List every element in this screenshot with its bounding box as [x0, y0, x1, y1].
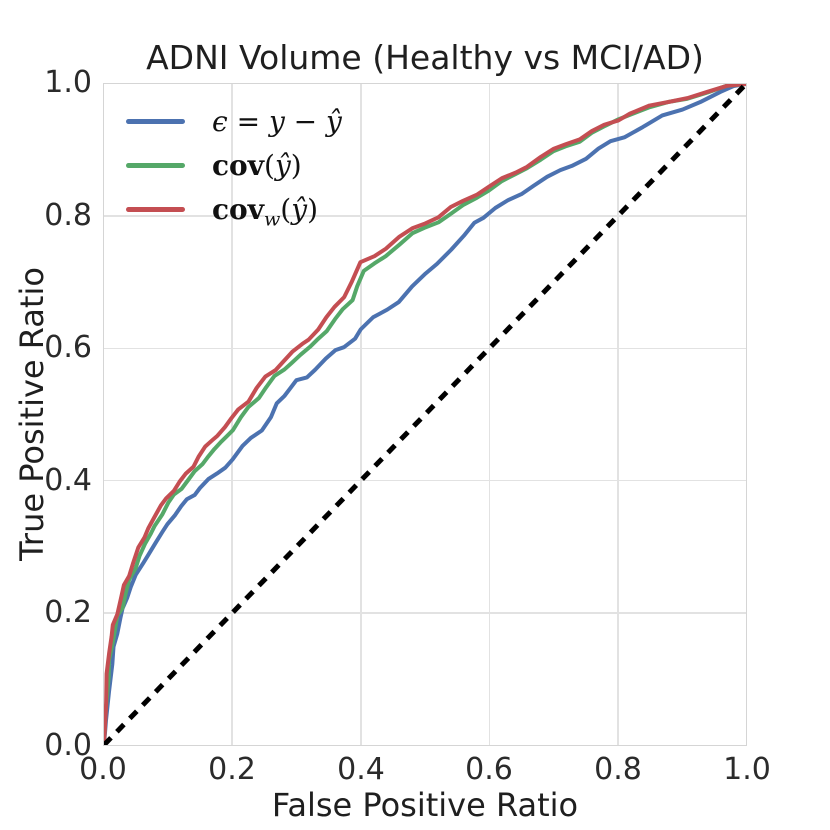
y-tick-0.0: 0.0 — [44, 728, 92, 763]
roc-curves-canvas — [104, 84, 746, 745]
legend-line-cov-weighted — [126, 206, 185, 212]
gridline-y-0.4 — [104, 479, 746, 482]
cov-roc-curve — [104, 84, 746, 745]
cov-w-roc-curve — [104, 84, 746, 745]
gridline-y-0.6 — [104, 347, 746, 350]
y-axis-label: True Positive Ratio — [13, 267, 51, 561]
legend-item-cov: cov(ŷ) — [126, 143, 342, 187]
legend: ϵ = y − ŷ cov(ŷ) covw(ŷ) — [126, 99, 342, 231]
legend-label-cov: cov(ŷ) — [212, 148, 302, 182]
y-tick-1.0: 1.0 — [44, 65, 92, 100]
legend-label-residual-epsilon: ϵ = y − ŷ — [212, 104, 342, 138]
chart-title: ADNI Volume (Healthy vs MCI/AD) — [146, 38, 704, 77]
gridline-x-0.4 — [360, 84, 362, 745]
x-tick-0.8: 0.8 — [594, 752, 642, 787]
chance-diagonal — [104, 84, 746, 745]
x-tick-0.2: 0.2 — [208, 752, 256, 787]
legend-item-cov-weighted: covw(ŷ) — [126, 187, 342, 231]
legend-label-cov-weighted: covw(ŷ) — [212, 192, 318, 231]
x-tick-0.4: 0.4 — [337, 752, 385, 787]
legend-line-cov — [126, 162, 185, 168]
x-tick-0.6: 0.6 — [465, 752, 513, 787]
y-tick-0.4: 0.4 — [44, 463, 92, 498]
y-tick-0.6: 0.6 — [44, 330, 92, 365]
epsilon-roc-curve — [104, 84, 746, 745]
legend-line-residual-epsilon — [126, 118, 185, 124]
gridline-x-0.6 — [488, 84, 491, 745]
y-tick-0.8: 0.8 — [44, 198, 92, 233]
gridline-y-0.8 — [104, 215, 746, 217]
gridline-x-0.8 — [617, 84, 619, 745]
legend-item-residual-epsilon: ϵ = y − ŷ — [126, 99, 342, 143]
y-tick-0.2: 0.2 — [44, 595, 92, 630]
x-tick-1.0: 1.0 — [723, 752, 771, 787]
gridline-y-0.2 — [104, 612, 746, 614]
x-axis-label: False Positive Ratio — [271, 786, 579, 824]
x-tick-0.0: 0.0 — [79, 752, 127, 787]
plot-area: ϵ = y − ŷ cov(ŷ) covw(ŷ) — [103, 83, 747, 746]
